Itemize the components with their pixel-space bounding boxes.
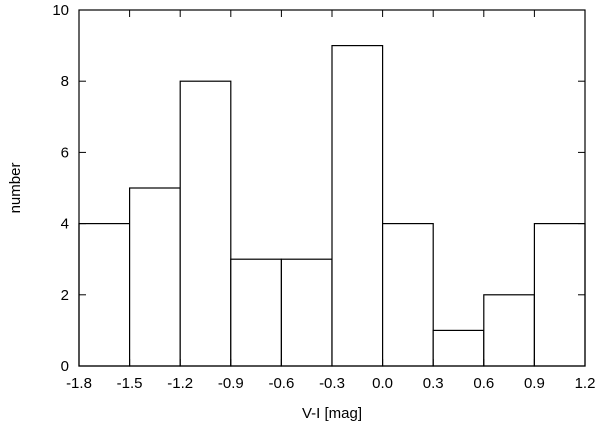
x-tick-label: -0.9 (218, 375, 244, 392)
bars-layer (78, 44, 586, 367)
y-tick-label: 10 (52, 2, 69, 19)
y-tick-label: 0 (61, 358, 69, 375)
x-tick-label: 0.6 (473, 375, 494, 392)
y-tick-label: 4 (61, 216, 69, 233)
x-tick-label: 0.3 (423, 375, 444, 392)
x-tick-label: -1.8 (66, 375, 92, 392)
histogram-bar (230, 258, 283, 367)
histogram-bar (78, 223, 131, 367)
x-axis-title: V-I [mag] (302, 405, 362, 422)
histogram-bar (280, 258, 333, 367)
plot-frame (78, 9, 586, 367)
x-tick-label: 1.2 (575, 375, 596, 392)
y-tick-label: 8 (61, 73, 69, 90)
y-axis-title: number (7, 163, 24, 214)
x-tick-label: -1.2 (167, 375, 193, 392)
y-tick-label: 2 (61, 287, 69, 304)
labels-layer: -1.8 -1.5 -1.2 -0.9 -0.6 -0.3 0.0 0.3 0.6 0.9 1.2 0… (52, 2, 595, 392)
histogram-bar (382, 223, 434, 367)
histogram-bar (179, 80, 232, 367)
x-tick-label: 0.9 (524, 375, 545, 392)
x-tick-label: -1.5 (117, 375, 143, 392)
histogram-bar (483, 294, 535, 367)
histogram-bar (432, 329, 485, 367)
x-tick-label: 0.0 (372, 375, 393, 392)
histogram-bar (533, 223, 586, 367)
x-tick-label: -0.3 (319, 375, 345, 392)
histogram-bar (331, 44, 384, 367)
y-tick-label: 6 (61, 144, 69, 161)
x-tick-label: -0.6 (268, 375, 294, 392)
histogram-bar (129, 187, 181, 367)
